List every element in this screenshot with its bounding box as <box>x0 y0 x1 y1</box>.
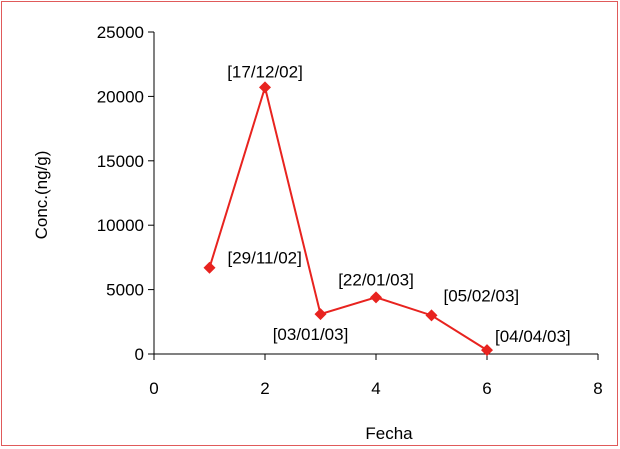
data-labels: [29/11/02] [17/12/02] [03/01/03] [22/01/03]… <box>227 62 570 346</box>
x-tick-label: 0 <box>149 379 158 398</box>
data-point-label: [22/01/03] <box>338 270 414 289</box>
chart-svg: 0 5000 10000 15000 20000 25000 0 2 4 6 8 [29/11/0… <box>2 2 617 445</box>
series-group <box>204 81 494 356</box>
data-point-marker <box>204 262 216 274</box>
data-point-marker <box>370 291 382 303</box>
y-tick-labels: 0 5000 10000 15000 20000 25000 <box>97 23 144 364</box>
y-tick-label: 25000 <box>97 23 144 42</box>
axes <box>148 32 598 360</box>
y-tick-label: 20000 <box>97 87 144 106</box>
y-tick-label: 15000 <box>97 152 144 171</box>
y-tick-label: 0 <box>135 345 144 364</box>
data-point-label: [29/11/02] <box>228 249 302 268</box>
data-point-marker <box>426 309 438 321</box>
data-point-label: [17/12/02] <box>227 62 303 81</box>
x-axis-title: Fecha <box>365 424 413 443</box>
data-point-label: [03/01/03] <box>273 325 349 344</box>
data-point-label: [05/02/03] <box>444 286 520 305</box>
data-point-label: [04/04/03] <box>495 327 571 346</box>
x-tick-label: 2 <box>260 379 269 398</box>
y-tick-label: 5000 <box>106 281 144 300</box>
x-tick-label: 8 <box>593 379 602 398</box>
x-tick-label: 4 <box>371 379 380 398</box>
x-tick-labels: 0 2 4 6 8 <box>149 379 602 398</box>
series-line <box>210 87 488 350</box>
data-point-marker <box>259 81 271 93</box>
x-tick-label: 6 <box>482 379 491 398</box>
y-axis-title: Conc.(ng/g) <box>32 151 51 240</box>
y-tick-label: 10000 <box>97 216 144 235</box>
data-point-marker <box>315 308 327 320</box>
